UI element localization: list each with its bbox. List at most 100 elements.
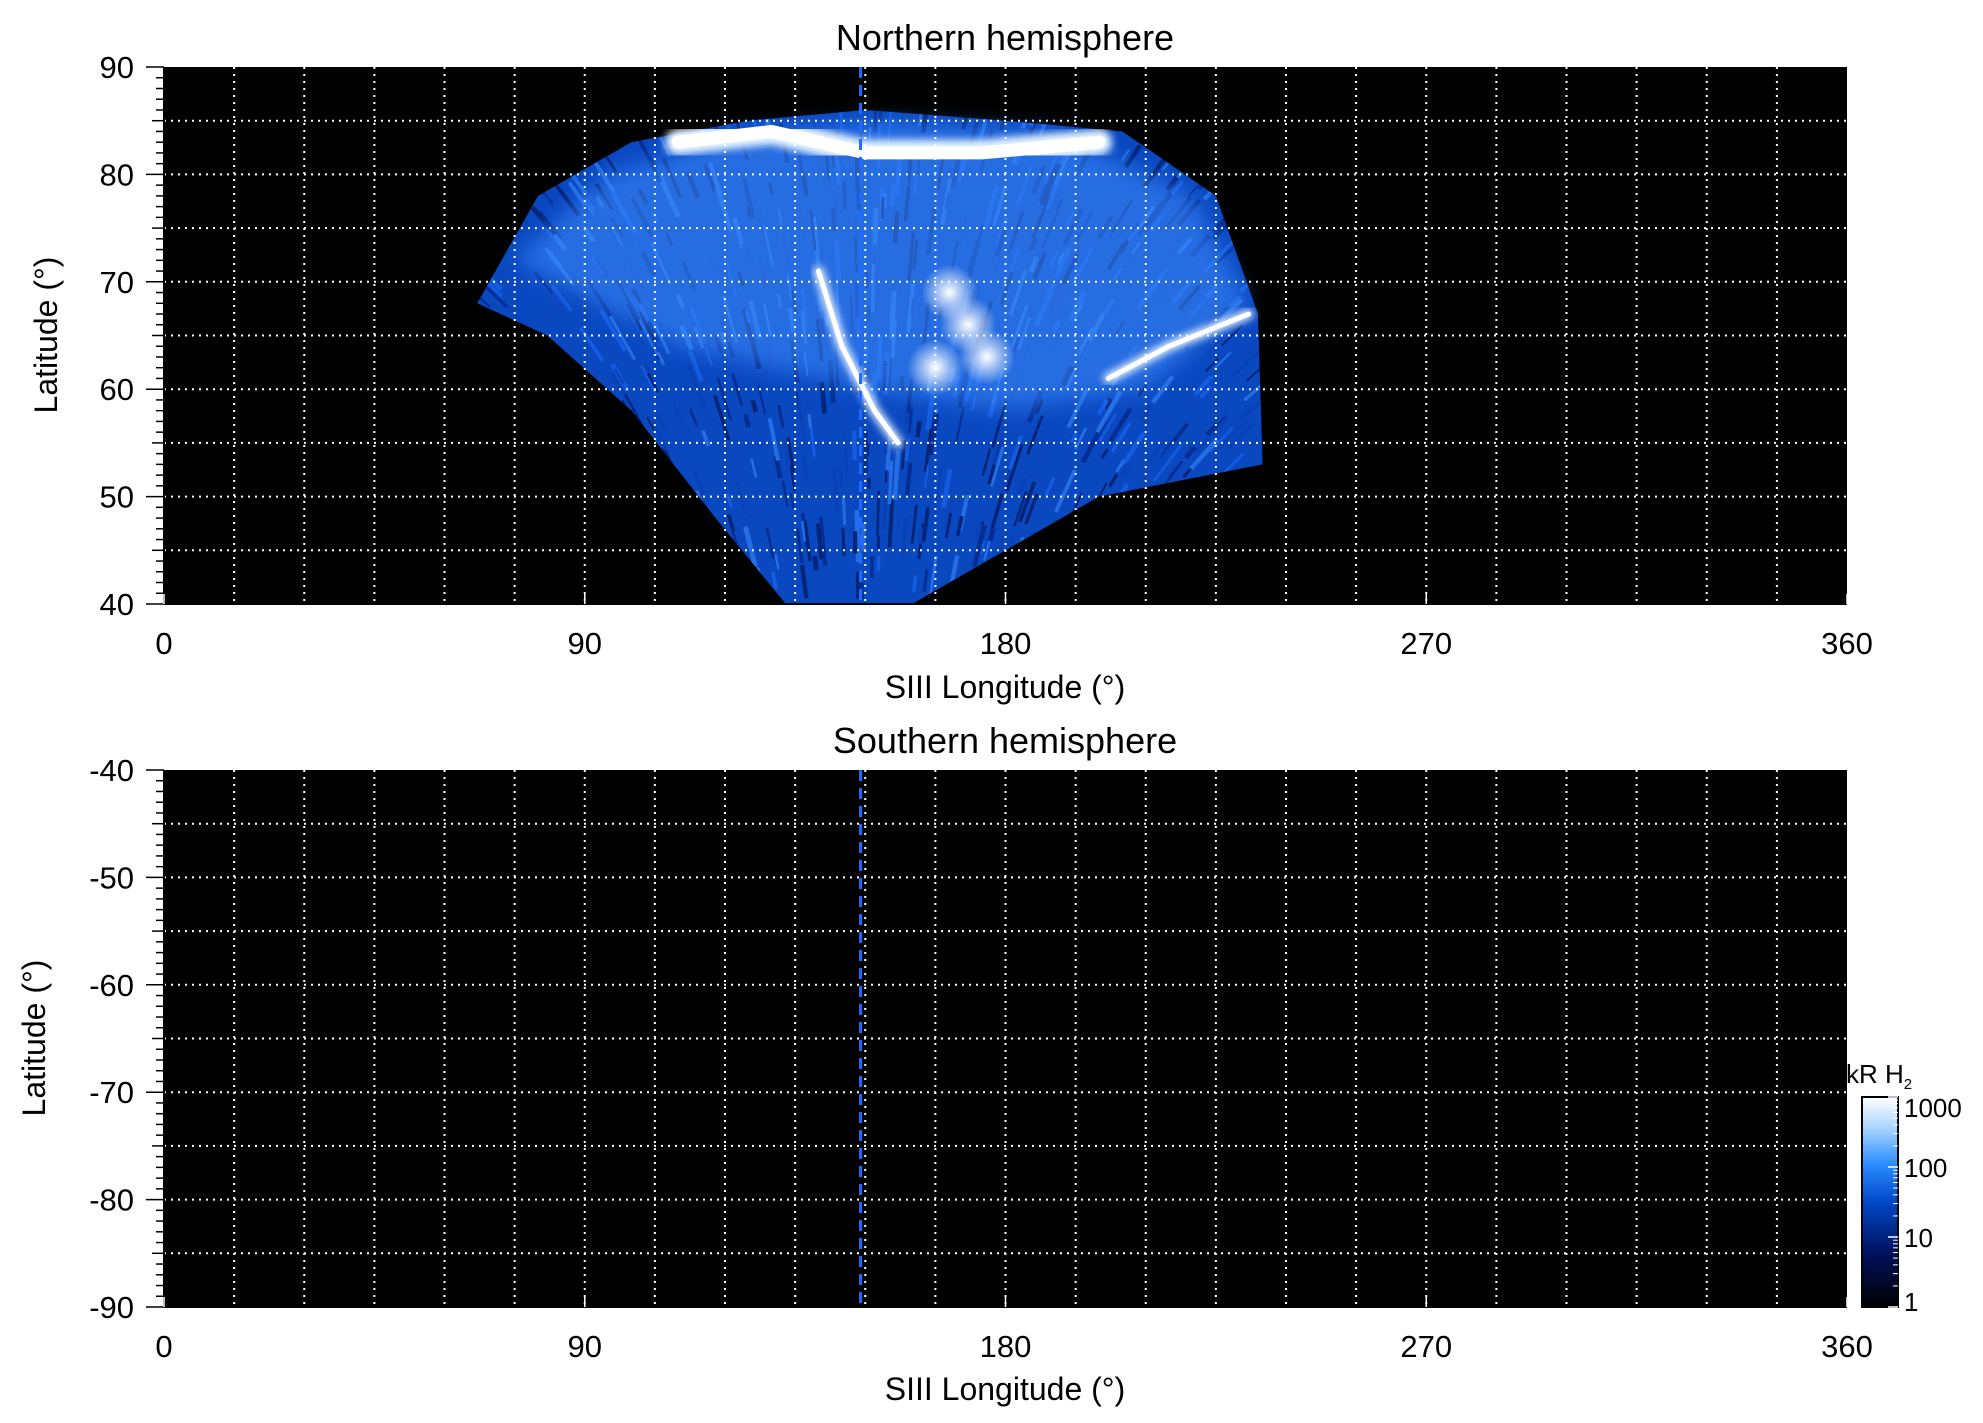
y-tick-label: 80 [100, 157, 134, 192]
x-tick-label: 90 [568, 1329, 602, 1364]
emission-streak [646, 416, 655, 431]
emission-streak [887, 460, 894, 505]
emission-streak [1152, 442, 1184, 482]
x-tick-label: 360 [1821, 1329, 1873, 1364]
emission-streak [655, 411, 668, 433]
emission-streak [765, 527, 775, 559]
y-tick-label: -80 [89, 1183, 134, 1218]
emission-streak [900, 517, 908, 557]
emission-streak [1183, 445, 1197, 460]
emission-streak [905, 462, 913, 496]
north-ylabel: Latitude (°) [28, 257, 64, 414]
emission-streak [789, 465, 796, 492]
emission-streak [1004, 443, 1024, 492]
emission-streak [1182, 444, 1194, 457]
emission-streak [731, 373, 744, 406]
emission-streak [770, 571, 778, 590]
emission-streak [949, 554, 960, 587]
colorbar-tick-label: 100 [1904, 1153, 1947, 1183]
emission-streak [803, 520, 812, 562]
emission-streak [981, 448, 992, 476]
emission-streak [530, 205, 547, 223]
emission-streak [1069, 431, 1078, 444]
y-tick-label: 70 [100, 265, 134, 300]
north-axes: 40 50 60 70 80 90 0 90 180 270 360 [100, 50, 1873, 661]
emission-streak [922, 524, 926, 536]
x-tick-label: 180 [980, 626, 1032, 661]
x-tick-label: 360 [1821, 626, 1873, 661]
polar-spot [907, 339, 964, 396]
emission-streak [1216, 420, 1247, 451]
emission-streak [876, 490, 881, 537]
emission-streak [838, 468, 844, 488]
emission-streak [1026, 414, 1044, 456]
emission-streak [884, 470, 888, 483]
emission-streak [916, 526, 924, 545]
emission-streak [807, 413, 813, 429]
emission-streak [795, 528, 804, 564]
emission-streak [993, 437, 1005, 466]
emission-streak [922, 568, 929, 593]
colorbar-tick-label: 1000 [1904, 1093, 1962, 1123]
emission-streak [1139, 405, 1153, 422]
emission-streak [742, 413, 751, 428]
emission-streak [1108, 407, 1133, 443]
emission-streak [644, 362, 653, 376]
south-title: Southern hemisphere [833, 720, 1177, 761]
colorbar-tick-label: 10 [1904, 1223, 1933, 1253]
emission-streak [716, 377, 733, 421]
emission-streak [1189, 438, 1219, 471]
emission-streak [841, 495, 847, 526]
y-tick-label: -70 [89, 1075, 134, 1110]
colorbar-ticks: 1 10 100 1000 [1888, 1093, 1962, 1317]
emission-streak [815, 522, 824, 560]
emission-streak [673, 404, 685, 427]
emission-streak [841, 528, 846, 556]
x-tick-label: 270 [1400, 1329, 1452, 1364]
emission-streak [782, 433, 790, 468]
emission-streak [812, 555, 819, 571]
emission-streak [800, 520, 808, 542]
emission-streak [656, 351, 666, 366]
north-title: Northern hemisphere [836, 17, 1174, 58]
emission-streak [687, 365, 708, 410]
emission-streak [1017, 477, 1028, 495]
emission-streak [1095, 390, 1123, 434]
emission-streak [569, 289, 580, 303]
emission-streak [954, 406, 965, 445]
emission-core [514, 120, 1249, 411]
emission-streak [809, 427, 817, 458]
emission-streak [915, 420, 922, 438]
emission-streak [735, 481, 747, 515]
emission-streak [701, 429, 711, 447]
emission-streak [987, 527, 996, 542]
y-tick-label: 40 [100, 587, 134, 622]
emission-streak [900, 440, 907, 470]
emission-streak [1096, 399, 1109, 416]
emission-streak [1208, 427, 1234, 453]
south-panel: Southern hemisphere -40 -50 -60 -70 -80 -90 0 9… [16, 720, 1873, 1407]
x-tick-label: 90 [568, 626, 602, 661]
x-tick-label: 270 [1400, 626, 1452, 661]
emission-streak [789, 492, 795, 509]
emission-streak [973, 523, 983, 542]
emission-streak [930, 417, 939, 443]
emission-streak [1123, 144, 1142, 169]
emission-streak [1054, 469, 1077, 513]
emission-streak [578, 326, 605, 363]
emission-streak [784, 109, 795, 124]
polar-spot [958, 328, 1015, 385]
emission-streak [1120, 148, 1131, 162]
emission-streak [599, 308, 627, 352]
emission-streak [1193, 416, 1229, 455]
emission-streak [881, 109, 888, 122]
emission-streak [887, 499, 895, 548]
y-tick-label: 50 [100, 480, 134, 515]
emission-streak [727, 514, 736, 532]
emission-streak [767, 417, 781, 461]
emission-streak [713, 394, 731, 441]
emission-streak [801, 454, 809, 481]
emission-streak [819, 381, 827, 414]
south-grid [164, 770, 1847, 1307]
emission-streak [819, 517, 828, 567]
